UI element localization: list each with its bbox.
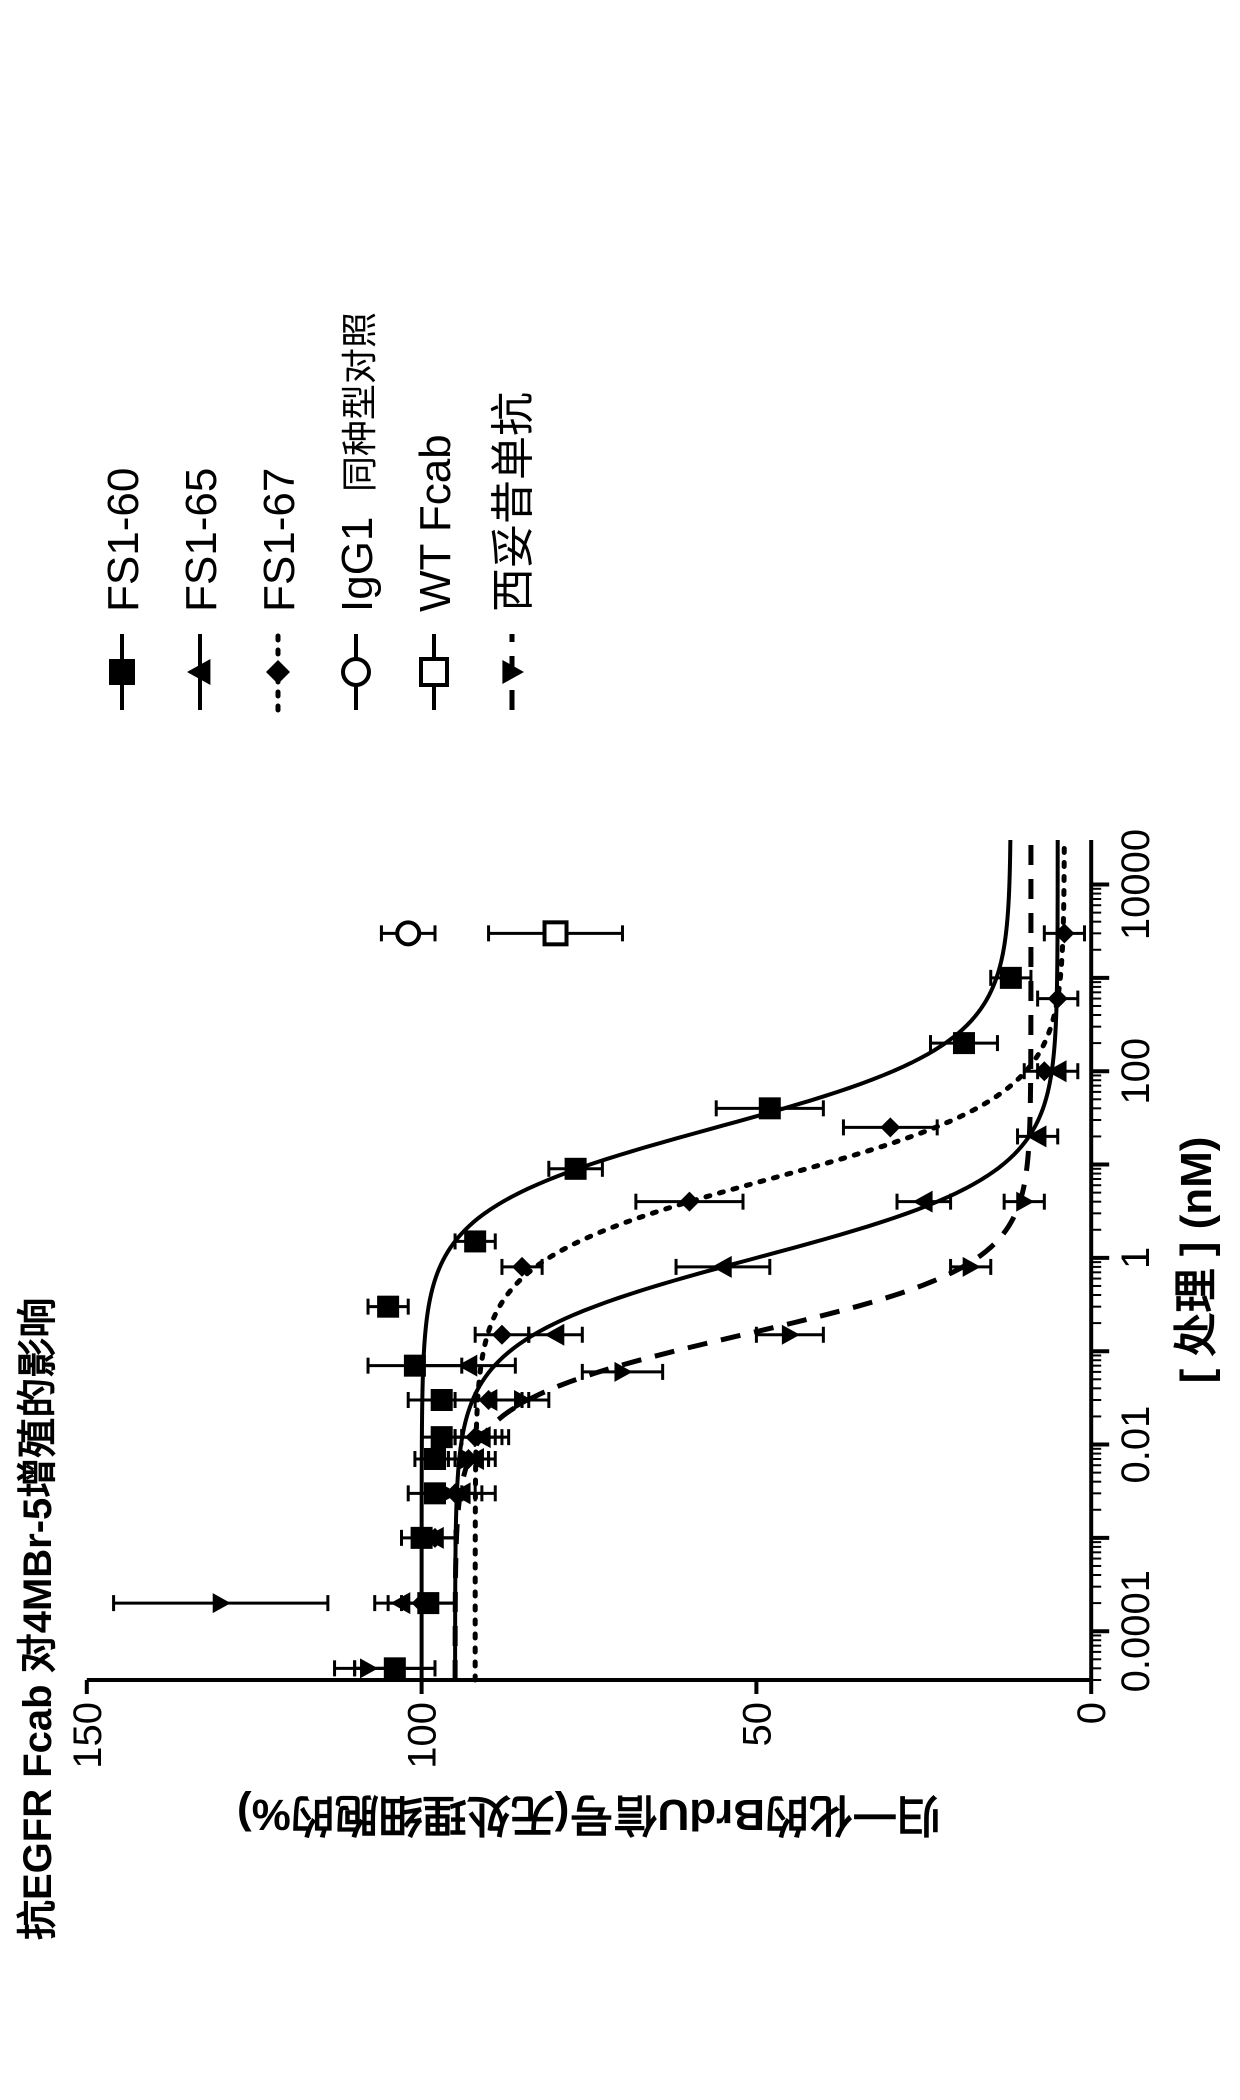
x-tick-label: 1 xyxy=(1114,1247,1158,1269)
legend-item-igg1: IgG1 同种型对照 xyxy=(333,312,382,710)
series-cetuximab xyxy=(114,1192,1045,1679)
marker-diamond xyxy=(880,1117,900,1137)
legend-label: FS1-65 xyxy=(177,468,226,612)
marker-triangle-down xyxy=(782,1325,800,1345)
legend-label: FS1-67 xyxy=(255,468,304,612)
marker-diamond xyxy=(492,1325,512,1345)
marker-diamond xyxy=(266,660,290,684)
marker-triangle-down xyxy=(213,1593,231,1613)
x-tick-label: 100 xyxy=(1114,1038,1158,1105)
fit-curve xyxy=(422,840,1011,1680)
legend-label: WT Fcab xyxy=(411,434,460,612)
y-tick-label: 50 xyxy=(735,1702,779,1747)
marker-square xyxy=(431,1426,453,1448)
marker-triangle-down xyxy=(360,1658,378,1678)
legend-label: 西妥昔单抗 xyxy=(489,392,538,612)
chart-title: 抗EGFR Fcab 对4MBr-5增殖的影响 xyxy=(16,1298,60,1940)
x-axis-label: [ 处理 ] (nM) xyxy=(1172,1137,1221,1384)
x-tick-label: 10000 xyxy=(1114,829,1158,940)
legend-item-fs1_67: FS1-67 xyxy=(255,468,304,710)
y-tick-label: 100 xyxy=(401,1702,445,1769)
x-tick-label: 0.01 xyxy=(1114,1406,1158,1484)
legend-label: FS1-60 xyxy=(99,468,148,612)
y-axis-label: 归一化的BrdU信号(无处理细胞的%) xyxy=(237,1790,941,1839)
series-wt_fcab xyxy=(489,922,623,944)
marker-square-open xyxy=(421,659,447,685)
legend-item-fs1_65: FS1-65 xyxy=(177,468,226,710)
marker-square xyxy=(464,1230,486,1252)
marker-square xyxy=(109,659,135,685)
legend-item-cetuximab: 西妥昔单抗 xyxy=(489,392,538,710)
x-tick-label: 0.0001 xyxy=(1114,1570,1158,1692)
marker-square xyxy=(1000,967,1022,989)
marker-square xyxy=(424,1448,446,1470)
marker-square-open xyxy=(545,922,567,944)
y-tick-label: 0 xyxy=(1070,1702,1114,1724)
y-tick-label: 150 xyxy=(66,1702,110,1769)
chart-svg: 抗EGFR Fcab 对4MBr-5增殖的影响 0 50 100 150 0.0001 0.… xyxy=(0,0,1240,2100)
marker-circle-open xyxy=(343,659,369,685)
chart-container: 抗EGFR Fcab 对4MBr-5增殖的影响 0 50 100 150 0.0001 0.… xyxy=(0,0,1240,2100)
marker-circle-open xyxy=(397,922,419,944)
legend-item-fs1_60: FS1-60 xyxy=(99,468,148,710)
legend-label: IgG1 xyxy=(333,517,382,612)
series-igg1 xyxy=(381,922,435,944)
marker-square xyxy=(377,1296,399,1318)
legend-label-suffix: 同种型对照 xyxy=(339,312,380,492)
legend-item-wt_fcab: WT Fcab xyxy=(411,434,460,710)
